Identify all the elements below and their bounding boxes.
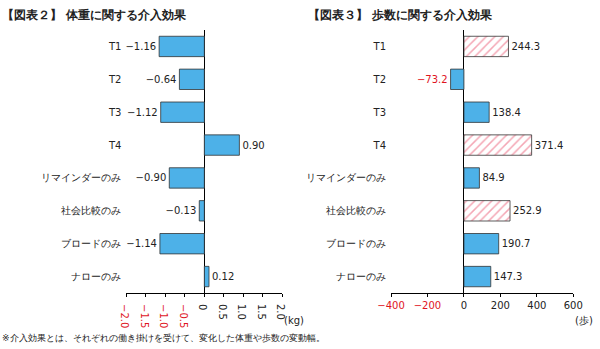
- svg-text:−0.13: −0.13: [166, 205, 197, 216]
- svg-text:−200: −200: [414, 300, 441, 311]
- svg-text:600: 600: [564, 300, 583, 311]
- svg-text:※介入効果とは、それぞれの働き掛けを受けて、変化した体重や歩: ※介入効果とは、それぞれの働き掛けを受けて、変化した体重や歩数の変動幅。: [2, 333, 325, 343]
- svg-text:84.9: 84.9: [482, 172, 504, 183]
- svg-text:ナローのみ: ナローのみ: [71, 271, 121, 282]
- svg-text:190.7: 190.7: [502, 238, 531, 249]
- svg-text:(kg): (kg): [284, 315, 304, 326]
- svg-text:−1.14: −1.14: [126, 238, 157, 249]
- svg-text:ブロードのみ: ブロードのみ: [61, 238, 121, 249]
- svg-text:(歩): (歩): [575, 315, 593, 326]
- svg-text:T1: T1: [108, 41, 121, 52]
- svg-text:【図表２】 体重に関する介入効果: 【図表２】 体重に関する介入効果: [2, 8, 187, 22]
- svg-text:−1.16: −1.16: [125, 41, 156, 52]
- svg-text:T3: T3: [108, 107, 121, 118]
- svg-text:T4: T4: [108, 140, 121, 151]
- svg-text:−73.2: −73.2: [417, 74, 448, 85]
- svg-text:T3: T3: [373, 107, 386, 118]
- svg-text:400: 400: [527, 300, 546, 311]
- svg-text:リマインダーのみ: リマインダーのみ: [306, 172, 386, 183]
- svg-text:−1.12: −1.12: [127, 107, 158, 118]
- svg-text:リマインダーのみ: リマインダーのみ: [41, 172, 121, 183]
- svg-text:−400: −400: [377, 300, 404, 311]
- svg-text:−0.90: −0.90: [136, 172, 167, 183]
- svg-text:252.9: 252.9: [513, 205, 542, 216]
- svg-text:1.5: 1.5: [256, 304, 267, 320]
- svg-text:−0.64: −0.64: [146, 74, 177, 85]
- svg-text:T2: T2: [373, 74, 386, 85]
- svg-text:−2.0: −2.0: [119, 304, 130, 328]
- svg-text:0.90: 0.90: [242, 140, 264, 151]
- svg-text:0.5: 0.5: [217, 304, 228, 320]
- svg-text:【図表３】 歩数に関する介入効果: 【図表３】 歩数に関する介入効果: [308, 8, 493, 22]
- svg-text:0: 0: [197, 304, 208, 310]
- svg-text:200: 200: [491, 300, 510, 311]
- svg-text:T2: T2: [108, 74, 121, 85]
- svg-text:T1: T1: [373, 41, 386, 52]
- svg-text:T4: T4: [373, 140, 386, 151]
- svg-text:−1.0: −1.0: [158, 304, 169, 328]
- svg-text:0.12: 0.12: [212, 271, 234, 282]
- svg-text:2.0: 2.0: [275, 304, 286, 320]
- svg-text:−0.5: −0.5: [178, 304, 189, 328]
- svg-text:社会比較のみ: 社会比較のみ: [61, 205, 121, 216]
- svg-text:ブロードのみ: ブロードのみ: [326, 238, 386, 249]
- svg-text:244.3: 244.3: [511, 41, 540, 52]
- svg-text:ナローのみ: ナローのみ: [336, 271, 386, 282]
- svg-text:147.3: 147.3: [494, 271, 523, 282]
- svg-text:1.0: 1.0: [236, 304, 247, 320]
- svg-text:138.4: 138.4: [492, 107, 521, 118]
- svg-text:371.4: 371.4: [535, 140, 564, 151]
- svg-text:−1.5: −1.5: [139, 304, 150, 328]
- svg-text:社会比較のみ: 社会比較のみ: [326, 205, 386, 216]
- svg-text:0: 0: [461, 300, 467, 311]
